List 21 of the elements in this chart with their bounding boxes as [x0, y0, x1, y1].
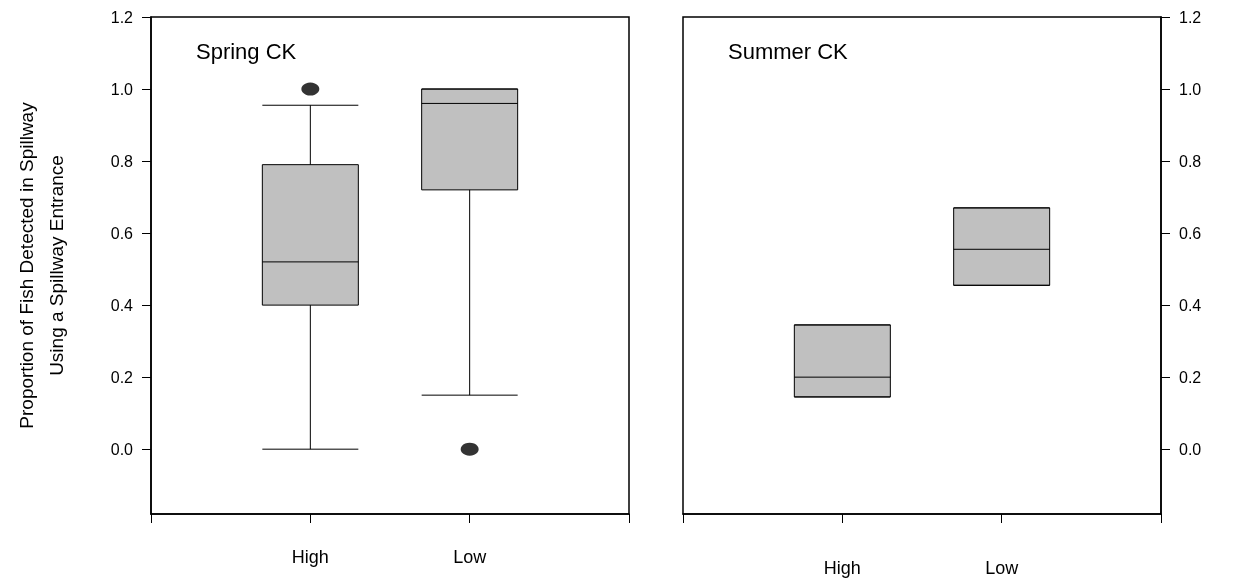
y-tick-label: 0.2 [110, 368, 134, 386]
text: Summer CK [728, 38, 849, 64]
y-tick-label: 0.6 [110, 224, 134, 242]
y-tick-label: 0.6 [1179, 224, 1202, 242]
y-tick-label: 0.4 [110, 296, 134, 314]
y-axis-title: Proportion of Fish Detected in Spillway Using a Spillway Entrance [15, 101, 67, 429]
y-tick-label: 1.0 [110, 80, 134, 98]
y-tick-label: 0.0 [110, 440, 134, 458]
y-tick-label: 1.2 [110, 8, 134, 26]
y-tick-label: 0.4 [1179, 296, 1202, 314]
y-tick-label: 1.2 [1179, 8, 1202, 26]
y-tick-label: 0.0 [1179, 440, 1202, 458]
x-tick-label: High [291, 547, 329, 567]
y-tick-label: 0.8 [1179, 152, 1202, 170]
y-tick-label: 0.2 [1179, 368, 1202, 386]
x-tick-label: Low [985, 558, 1020, 578]
y-tick-label: 0.8 [110, 152, 134, 170]
text: Spring CK [196, 38, 297, 64]
y-tick-label: 1.0 [1179, 80, 1202, 98]
x-tick-label: High [823, 558, 861, 578]
x-tick-label: Low [453, 547, 488, 567]
